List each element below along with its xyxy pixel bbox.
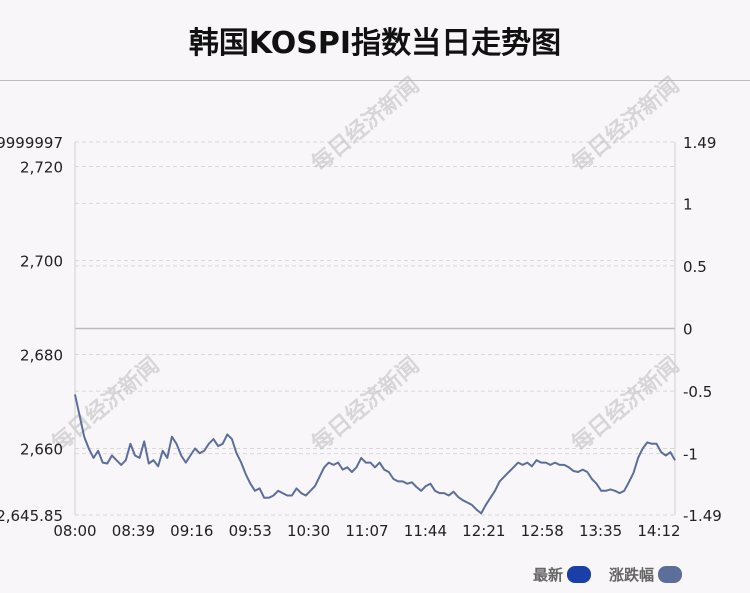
right-tick-label: 0.5 — [683, 258, 707, 276]
watermark-text: 每日经济新闻 — [567, 352, 685, 457]
left-tick-label: 2,660 — [20, 440, 63, 458]
series-line — [74, 394, 676, 515]
x-tick-label: 09:16 — [170, 522, 213, 540]
right-tick-label: -0.5 — [683, 383, 712, 401]
legend-item-change[interactable]: 涨跌幅 — [609, 564, 683, 585]
axes: 9999997 2,645.85 2,660 2,680 2,700 2,720 -1.49… — [0, 134, 722, 540]
right-tick-label: 1.49 — [683, 134, 716, 152]
x-tick-label: 12:58 — [521, 522, 564, 540]
x-tick-label: 10:30 — [287, 522, 330, 540]
legend-label-change: 涨跌幅 — [609, 566, 655, 584]
left-tick-label: 2,700 — [20, 252, 63, 270]
title-divider — [0, 80, 750, 81]
x-tick-label: 09:53 — [229, 522, 272, 540]
left-tick-label: 2,720 — [20, 158, 63, 176]
series-layer — [74, 394, 676, 515]
right-tick-label: 0 — [683, 321, 693, 339]
right-tick-label: -1.49 — [683, 507, 722, 525]
legend-swatch-change — [658, 566, 683, 583]
chart-title: 韩国KOSPI指数当日走势图 — [188, 26, 562, 61]
left-tick-label: 9999997 — [0, 134, 63, 152]
x-tick-label: 11:07 — [345, 522, 388, 540]
legend-label-latest: 最新 — [533, 566, 564, 584]
x-tick-label: 08:00 — [53, 522, 96, 540]
watermark-text: 每日经济新闻 — [307, 352, 425, 457]
legend-swatch-latest — [567, 566, 592, 583]
x-tick-label: 08:39 — [112, 522, 155, 540]
x-tick-label: 11:44 — [404, 522, 447, 540]
x-tick-label: 12:21 — [462, 522, 505, 540]
x-tick-label: 13:35 — [579, 522, 622, 540]
left-tick-label: 2,680 — [20, 346, 63, 364]
right-tick-label: 1 — [683, 195, 693, 213]
grid-lines — [75, 141, 675, 516]
watermark-text: 每日经济新闻 — [47, 352, 165, 457]
right-tick-label: -1 — [683, 446, 698, 464]
watermark-text: 每日经济新闻 — [307, 72, 425, 177]
left-tick-label: 2,645.85 — [0, 507, 63, 525]
watermark-text: 每日经济新闻 — [567, 72, 685, 177]
x-tick-label: 14:12 — [637, 522, 680, 540]
legend-item-latest[interactable]: 最新 — [533, 564, 592, 585]
